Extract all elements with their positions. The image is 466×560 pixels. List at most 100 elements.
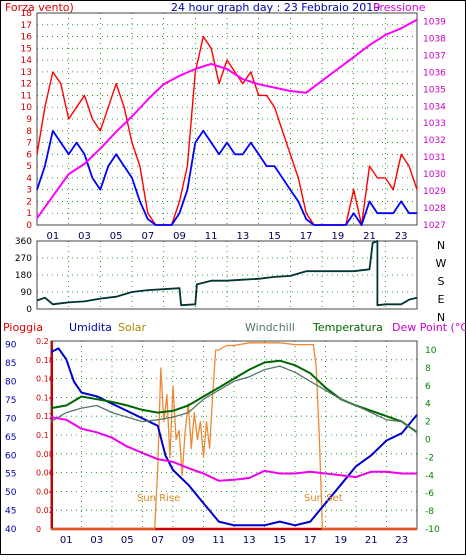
windchill-line (50, 365, 418, 433)
direction-tick-label: 0 (26, 305, 32, 315)
rain-tick-label: 0.08 (36, 450, 54, 459)
weather-series (50, 341, 418, 531)
legend-windchill: Windchill (245, 321, 295, 334)
legend-solar: Solar (118, 321, 147, 334)
wind-average-line (36, 129, 417, 226)
pressure-line (36, 18, 418, 219)
direction-tick-label: 270 (15, 254, 32, 264)
wind-speed-tick-label: 14 (21, 56, 33, 66)
hour-tick-label: 17 (300, 231, 313, 242)
direction-tick-label: 360 (15, 237, 32, 247)
compass-label: N (437, 239, 445, 252)
rain-tick-label: 0 (36, 525, 41, 534)
pressure-tick-label: 1030 (423, 170, 446, 180)
rain-tick-label: 0.04 (36, 487, 54, 496)
pressure-tick-label: 1035 (423, 85, 446, 95)
rain-tick-label: 0.02 (36, 506, 54, 515)
pressure-tick-label: 1039 (423, 17, 446, 27)
wind-gust-line (36, 35, 418, 226)
wind-speed-tick-label: 2 (26, 197, 32, 207)
direction-tick-label: 90 (21, 288, 33, 298)
wind-speed-tick-label: 4 (26, 174, 32, 184)
pressure-tick-label: 1028 (423, 204, 446, 214)
hour-tick-label: 05 (110, 231, 123, 242)
rain-tick-label: 0.12 (36, 412, 54, 421)
wind-speed-tick-label: 3 (26, 186, 32, 196)
rain-tick-label: 0.16 (36, 375, 54, 384)
hour-tick-label: 23 (395, 535, 408, 546)
hour-tick-label: 19 (331, 231, 344, 242)
wind-speed-tick-label: 8 (26, 127, 32, 137)
humidity-tick-label: 75 (5, 396, 16, 406)
wind-pressure-series (36, 18, 418, 226)
hour-tick-label: 09 (182, 535, 195, 546)
hour-tick-label: 11 (205, 231, 218, 242)
wind-speed-tick-label: 0 (26, 221, 32, 231)
compass-label: W (436, 257, 447, 270)
hour-tick-label: 03 (90, 535, 103, 546)
solar-line (51, 342, 417, 530)
hour-tick-label: 15 (268, 231, 281, 242)
temperature-tick-label: -8 (425, 507, 434, 517)
rain-tick-label: 0.14 (36, 393, 54, 402)
compass-label: S (438, 275, 445, 288)
wind-speed-tick-label: 1 (26, 209, 32, 219)
sun-rise-label: Sun Rise (137, 493, 180, 504)
wind-speed-tick-label: 6 (26, 150, 32, 160)
hour-tick-label: 17 (304, 535, 317, 546)
dewpoint-line (50, 416, 417, 482)
humidity-tick-label: 90 (5, 341, 17, 351)
temperature-tick-label: -10 (425, 525, 440, 535)
humidity-tick-label: 85 (5, 359, 16, 369)
temperature-tick-label: -6 (425, 489, 434, 499)
hour-tick-label: 15 (273, 535, 286, 546)
wind-direction-line (36, 240, 418, 307)
legend-dewpoint: Dew Point (°C) (392, 321, 466, 334)
pressure-tick-label: 1033 (423, 119, 446, 129)
legend-pioggia: Pioggia (3, 321, 43, 334)
pressure-axis-title: Pressione (373, 1, 426, 14)
wind-speed-tick-label: 11 (21, 91, 32, 101)
temperature-tick-label: -4 (425, 471, 434, 481)
compass-label: N (437, 311, 445, 324)
temperature-tick-label: 4 (425, 400, 431, 410)
hour-tick-label: 07 (141, 231, 154, 242)
pressure-tick-label: 1037 (423, 51, 446, 61)
hour-tick-label: 03 (78, 231, 91, 242)
hour-tick-label: 09 (173, 231, 186, 242)
hour-tick-label: 19 (334, 535, 347, 546)
wind-speed-tick-label: 17 (21, 21, 32, 31)
temperature-tick-label: -2 (425, 453, 434, 463)
rain-tick-label: 0.06 (36, 469, 54, 478)
wind-speed-tick-label: 15 (21, 44, 32, 54)
wind-speed-axis-title: Forza vento) (5, 1, 74, 14)
hour-tick-label: 13 (243, 535, 256, 546)
wind-pressure-hour-ticks: 01 03 05 07 09 11 13 15 17 19 21 23 (46, 231, 407, 242)
wind-speed-tick-label: 7 (26, 139, 32, 149)
temperature-tick-label: 10 (425, 346, 437, 356)
weather-hour-ticks: 01 03 05 07 09 11 13 15 17 19 21 23 (60, 535, 408, 546)
rain-tick-label: 0.18 (36, 356, 54, 365)
temperature-tick-label: 0 (425, 435, 431, 445)
chart-title: 24 hour graph day : 23 Febbraio 2019 (171, 1, 380, 14)
pressure-tick-label: 1034 (423, 102, 446, 112)
hour-tick-label: 01 (46, 231, 59, 242)
pressure-tick-label: 1036 (423, 68, 446, 78)
wind-direction-grid (37, 241, 417, 309)
temperature-tick-label: 2 (425, 418, 431, 428)
wind-speed-tick-label: 12 (21, 80, 32, 90)
humidity-tick-label: 40 (5, 525, 17, 535)
sun-set-label: Sun Set (304, 493, 343, 504)
wind-speed-tick-label: 16 (21, 33, 33, 43)
wind-speed-tick-label: 10 (21, 103, 33, 113)
pressure-tick-label: 1027 (423, 221, 446, 231)
legend-temperatura: Temperatura (312, 321, 383, 334)
temperature-tick-label: 6 (425, 382, 431, 392)
rain-ticks: 0 0.02 0.04 0.06 0.08 0.1 0.12 0.14 0.16 0.18 0.2 (36, 337, 54, 534)
wind-speed-tick-label: 13 (21, 68, 32, 78)
wind-direction-series (36, 240, 418, 307)
hour-tick-label: 23 (395, 231, 408, 242)
